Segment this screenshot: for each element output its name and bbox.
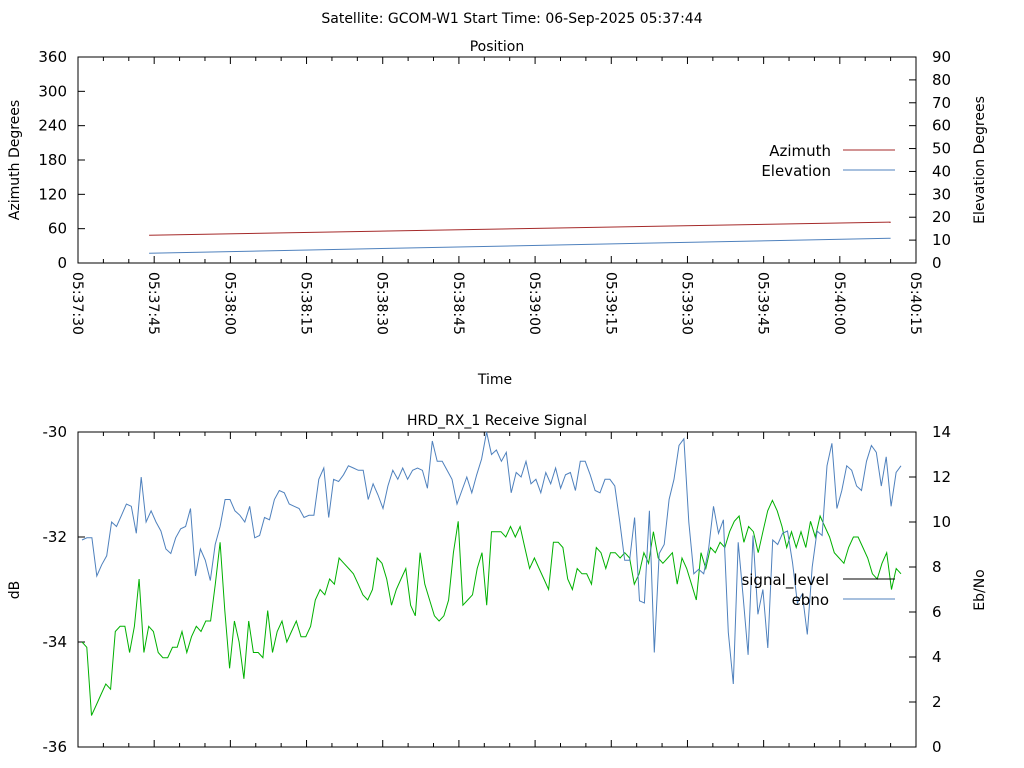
position-x-tick-label: 05:39:45: [755, 272, 771, 335]
position-y2-tick-label: 10: [932, 231, 951, 249]
signal-y2-tick-label: 10: [932, 513, 951, 531]
position-y2-axis-label: Elevation Degrees: [972, 96, 988, 224]
position-y-tick-label: 120: [38, 185, 67, 203]
signal-chart: HRD_RX_1 Receive Signal dB Eb/No -36-34-…: [7, 413, 988, 756]
position-x-tick-label: 05:39:30: [678, 272, 694, 335]
signal-ticks: -36 -34 -32 -30 0 2 4 6 8 10 12 14: [43, 423, 952, 756]
position-y2-tick-label: 70: [932, 94, 951, 112]
position-x-axis-label: Time: [477, 372, 512, 388]
signal-y2-tick-label: 14: [932, 423, 951, 441]
position-legend-label: Elevation: [761, 162, 831, 180]
position-y-tick-label: 180: [38, 151, 67, 169]
position-y2-tick-label: 80: [932, 71, 951, 89]
position-y-tick-label: 60: [48, 220, 67, 238]
signal-y2-tick-label: 4: [932, 648, 942, 666]
signal-chart-title: HRD_RX_1 Receive Signal: [407, 413, 587, 429]
position-plot-frame: [77, 56, 917, 264]
position-legend-label: Azimuth: [769, 142, 831, 160]
position-series: [149, 221, 891, 254]
signal-y2-tick-label: 0: [932, 738, 942, 756]
signal-y-tick-label: -32: [43, 528, 68, 546]
position-y2-tick-label: 0: [932, 254, 942, 272]
position-series-azimuth-line: [149, 221, 891, 236]
signal-series-ebno-line: [81, 431, 902, 685]
signal-legend-label: signal_level: [741, 571, 829, 590]
signal-y2-tick-label: 6: [932, 603, 942, 621]
position-y2-tick-label: 20: [932, 208, 951, 226]
position-y-tick-label: 360: [38, 48, 67, 66]
signal-legend-label: ebno: [792, 591, 829, 609]
position-x-tick-label: 05:38:15: [298, 272, 314, 335]
position-chart-title: Position: [470, 39, 525, 55]
signal-y2-axis-label: Eb/No: [972, 569, 988, 611]
position-y2-tick-label: 60: [932, 117, 951, 135]
position-x-tick-label: 05:40:00: [831, 272, 847, 335]
position-y2-tick-label: 90: [932, 48, 951, 66]
position-y-tick-label: 240: [38, 117, 67, 135]
position-y2-tick-label: 50: [932, 140, 951, 158]
position-ticks: 05:37:30 05:37:45 05:38:00 05:38:15 05:38:30…: [38, 48, 951, 335]
position-y-tick-label: 0: [57, 254, 67, 272]
signal-series: [81, 431, 902, 716]
signal-series-signal-level-line: [81, 499, 902, 716]
position-legend: Azimuth Elevation: [761, 142, 895, 180]
position-x-tick-label: 05:40:15: [907, 272, 923, 335]
signal-y-tick-label: -36: [43, 738, 68, 756]
signal-plot-frame: [77, 431, 917, 748]
position-y2-tick-label: 40: [932, 162, 951, 180]
signal-y-tick-label: -34: [43, 633, 68, 651]
position-y-axis-label: Azimuth Degrees: [7, 100, 23, 220]
position-series-elevation-line: [149, 237, 891, 254]
position-x-tick-label: 05:38:45: [450, 272, 466, 335]
signal-y-tick-label: -30: [43, 423, 68, 441]
position-y2-tick-label: 30: [932, 185, 951, 203]
signal-y2-tick-label: 2: [932, 693, 942, 711]
signal-y2-tick-label: 12: [932, 468, 951, 486]
position-x-tick-label: 05:38:00: [221, 272, 237, 335]
position-chart: Position Time Azimuth Degrees Elevation …: [7, 39, 988, 388]
signal-y2-tick-label: 8: [932, 558, 942, 576]
chart-header: Satellite: GCOM-W1 Start Time: 06-Sep-20…: [321, 11, 702, 27]
position-x-tick-label: 05:38:30: [374, 272, 390, 335]
signal-y-axis-label: dB: [7, 581, 23, 600]
position-x-tick-label: 05:39:15: [602, 272, 618, 335]
position-x-tick-label: 05:37:30: [69, 272, 85, 335]
position-y-tick-label: 300: [38, 82, 67, 100]
position-x-tick-label: 05:37:45: [145, 272, 161, 335]
position-x-tick-label: 05:39:00: [526, 272, 542, 335]
